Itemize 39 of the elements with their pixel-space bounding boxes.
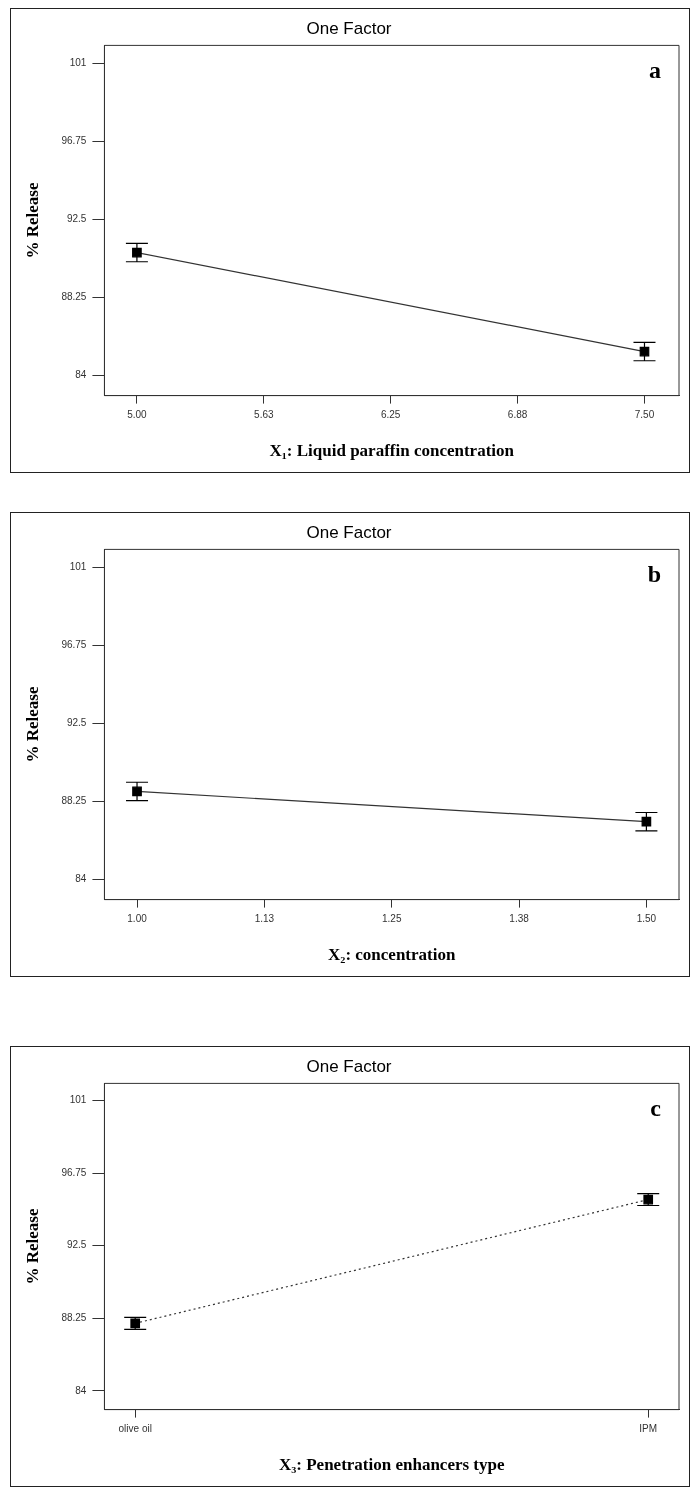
annotation: b bbox=[647, 560, 661, 587]
y-tick-label: 101 bbox=[69, 561, 87, 573]
x-tick-label: 5.63 bbox=[254, 409, 274, 421]
x-tick-label: 6.88 bbox=[507, 409, 528, 421]
x-tick-label: 6.25 bbox=[380, 409, 401, 421]
x-tick-label: 7.50 bbox=[634, 409, 655, 421]
y-tick-label: 96.75 bbox=[61, 1166, 87, 1178]
y-tick-label: 88.25 bbox=[61, 795, 87, 807]
y-tick-label: 88.25 bbox=[61, 1311, 87, 1323]
x-tick-label: 1.38 bbox=[509, 913, 530, 925]
y-tick-label: 84 bbox=[75, 1384, 87, 1396]
y-tick-label: 96.75 bbox=[61, 639, 87, 651]
y-tick-label: 84 bbox=[75, 369, 87, 381]
x-axis-title: X₂: concentration bbox=[328, 945, 456, 965]
y-axis-title: % Release bbox=[22, 182, 42, 259]
x-axis-title: X₁: Liquid paraffin concentration bbox=[269, 441, 515, 461]
chart-title: One Factor bbox=[306, 1056, 392, 1076]
annotation: c bbox=[650, 1094, 662, 1121]
x-tick-label: 1.00 bbox=[127, 913, 148, 925]
x-tick-label: 5.00 bbox=[127, 409, 148, 421]
x-axis-title: X₃: Penetration enhancers type bbox=[278, 1455, 505, 1475]
x-tick-label: olive oil bbox=[118, 1423, 152, 1435]
annotation: a bbox=[649, 56, 661, 83]
y-axis-title: % Release bbox=[22, 1208, 42, 1285]
y-axis-title: % Release bbox=[22, 686, 42, 763]
y-tick-label: 96.75 bbox=[61, 135, 87, 147]
chart-title: One Factor bbox=[306, 18, 392, 38]
y-tick-label: 84 bbox=[75, 873, 87, 885]
chart-title: One Factor bbox=[306, 522, 392, 542]
y-tick-label: 92.5 bbox=[66, 717, 87, 729]
y-tick-label: 92.5 bbox=[66, 213, 87, 225]
x-tick-label: 1.50 bbox=[636, 913, 657, 925]
y-tick-label: 101 bbox=[69, 1094, 87, 1106]
x-tick-label: 1.25 bbox=[381, 913, 402, 925]
x-tick-label: IPM bbox=[639, 1423, 658, 1435]
y-tick-label: 101 bbox=[69, 57, 87, 69]
y-tick-label: 88.25 bbox=[61, 291, 87, 303]
x-tick-label: 1.13 bbox=[254, 913, 275, 925]
y-tick-label: 92.5 bbox=[66, 1239, 87, 1251]
